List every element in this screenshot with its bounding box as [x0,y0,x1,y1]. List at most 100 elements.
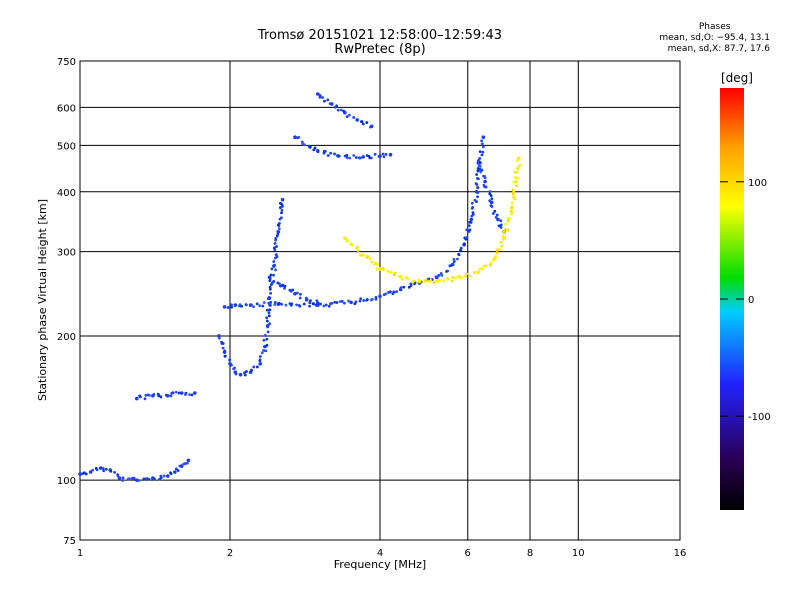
trace-dot [510,210,514,214]
y-tick-label: 300 [57,248,76,259]
trace-dot [264,349,268,353]
trace-dot [362,299,366,302]
data-point [496,217,500,222]
trace-dot [406,277,410,281]
trace-dot [345,115,349,119]
trace-dot [468,220,472,224]
trace-dot [273,263,276,267]
trace-dot [373,152,377,156]
trace-dot [407,285,411,289]
trace-dot [361,122,365,126]
trace-dot [495,213,499,217]
trace-dot [350,243,354,247]
trace-dot [489,194,493,198]
trace-dot [327,304,331,308]
trace-dot [113,470,117,474]
trace-dot [323,99,326,103]
data-point [388,152,393,157]
trace-dot [475,173,479,176]
trace-dot [506,217,510,220]
trace-dot [174,390,178,394]
trace-dot [511,191,515,195]
trace-dot [270,267,274,271]
data-point [293,135,297,139]
trace-dot [169,394,173,398]
trace-dot [278,282,281,286]
trace-dot [260,351,264,355]
colorbar-label: [deg] [721,71,753,85]
trace-dot [495,251,499,255]
trace-dot [279,216,283,220]
trace-dot [148,393,151,397]
trace-dot [476,195,479,199]
trace-dot [299,292,302,296]
data-point [265,324,270,328]
trace-dot [343,110,347,114]
trace-dot [346,239,349,243]
trace-dot [499,240,503,244]
data-point [378,154,382,158]
data-point [280,283,285,288]
trace-dot [169,471,172,475]
trace-dot [303,302,306,306]
trace-dot [280,211,283,215]
data-point [514,179,518,184]
trace-dot [515,170,519,174]
trace-dot [480,168,484,172]
trace-dot [152,477,156,481]
trace-dot [333,300,337,304]
data-point [276,229,281,234]
x-tick-label: 8 [527,548,533,559]
trace-dot [121,478,125,482]
data-point [517,156,521,161]
data-point [476,160,481,165]
trace-dot [473,198,477,202]
trace-dot [312,148,316,152]
trace-dot [510,201,514,205]
trace-dot [275,245,278,248]
trace-dot [354,246,358,250]
trace-dot [399,286,403,289]
trace-dot [245,303,248,307]
trace-dot [243,373,247,377]
trace-dot [514,184,518,188]
trace-dot [333,152,336,156]
trace-dot [159,395,163,399]
trace-dot [116,474,120,478]
data-point [474,189,479,194]
trace-dot [242,371,246,375]
trace-dot [437,274,441,277]
trace-dot [280,302,283,306]
trace-dot [481,145,485,149]
data-point [434,275,439,280]
data-point [361,253,365,257]
data-point [378,267,382,271]
trace-dot [276,232,280,236]
trace-dot [255,302,259,306]
trace-dot [460,275,463,279]
colorbar-tick-label: -100 [748,412,771,423]
trace-dot [273,242,277,245]
trace-dot [182,462,186,466]
data-point [238,372,243,377]
trace-dot [516,176,520,180]
trace-dot [316,150,320,154]
trace-dot [356,249,360,252]
trace-dot [265,343,269,347]
data-point [355,118,359,122]
trace-dot [230,305,234,309]
trace-dot [381,152,385,156]
trace-dot [365,121,369,124]
trace-dot [499,223,503,227]
trace-dot [273,301,277,304]
trace-dot [401,277,404,281]
data-point [481,135,486,139]
data-point [476,270,481,274]
trace-dot [345,153,349,157]
trace-dot [268,287,272,291]
trace-dot [476,167,480,170]
trace-dot [268,322,272,326]
trace-dot [468,274,472,278]
trace-dot [494,216,498,219]
trace-dot [266,330,270,334]
